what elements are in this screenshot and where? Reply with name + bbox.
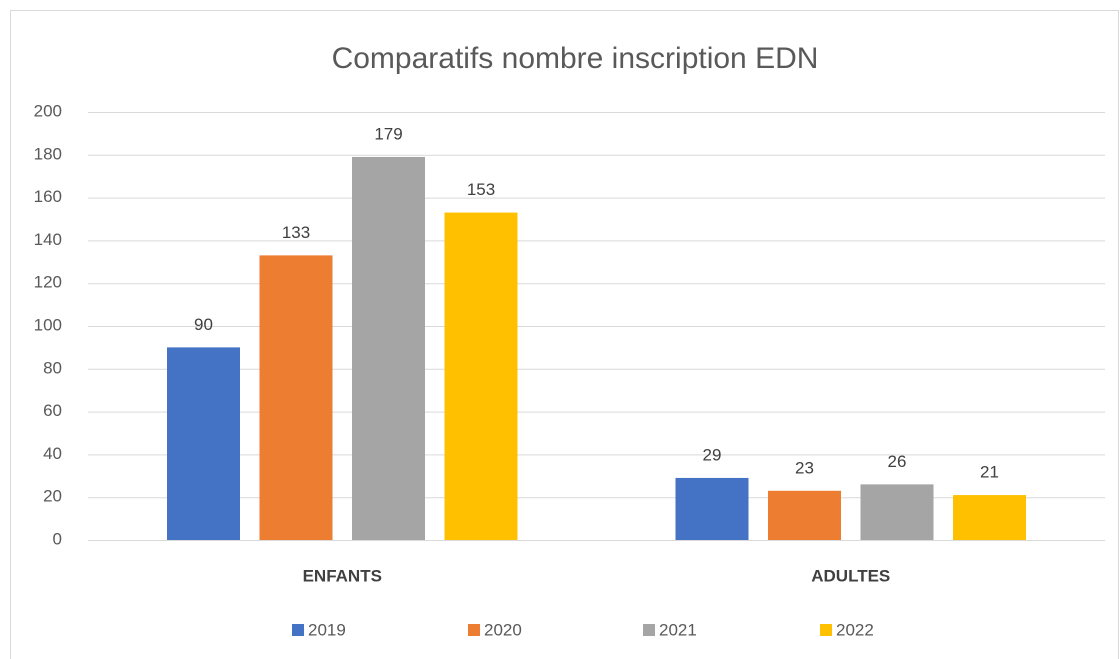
data-label: 90: [194, 315, 213, 334]
data-label: 23: [795, 458, 814, 477]
bar: [352, 156, 425, 540]
legend-swatch: [292, 624, 304, 636]
legend-label: 2019: [308, 620, 346, 639]
data-label: 179: [374, 124, 402, 143]
x-tick-label: ADULTES: [811, 566, 890, 585]
legend-label: 2021: [659, 620, 697, 639]
y-tick-label: 20: [43, 487, 62, 506]
legend-label: 2020: [484, 620, 522, 639]
data-label: 29: [703, 445, 722, 464]
legend-label: 2022: [836, 620, 874, 639]
y-tick-label: 120: [34, 273, 62, 292]
bar: [675, 477, 749, 540]
bar: [768, 490, 841, 540]
legend-swatch: [643, 624, 655, 636]
y-tick-label: 100: [34, 315, 62, 334]
legend-swatch: [820, 624, 832, 636]
bar: [953, 495, 1026, 540]
y-tick-label: 40: [43, 444, 62, 463]
x-tick-label: ENFANTS: [303, 566, 382, 585]
y-tick-label: 60: [43, 401, 62, 420]
data-label: 133: [282, 223, 310, 242]
y-tick-label: 0: [53, 529, 62, 548]
chart-border: [10, 10, 1119, 659]
data-label: 26: [888, 452, 907, 471]
y-tick-label: 200: [34, 101, 62, 120]
y-tick-label: 160: [34, 187, 62, 206]
data-label: 21: [980, 463, 999, 482]
legend-swatch: [468, 624, 480, 636]
bar: [860, 484, 934, 540]
y-tick-label: 140: [34, 230, 62, 249]
data-label: 153: [467, 180, 495, 199]
bar: [259, 255, 333, 540]
bar: [167, 347, 240, 540]
bar: [444, 212, 518, 540]
y-tick-label: 180: [34, 144, 62, 163]
chart-title: Comparatifs nombre inscription EDN: [332, 42, 819, 75]
y-tick-label: 80: [43, 358, 62, 377]
